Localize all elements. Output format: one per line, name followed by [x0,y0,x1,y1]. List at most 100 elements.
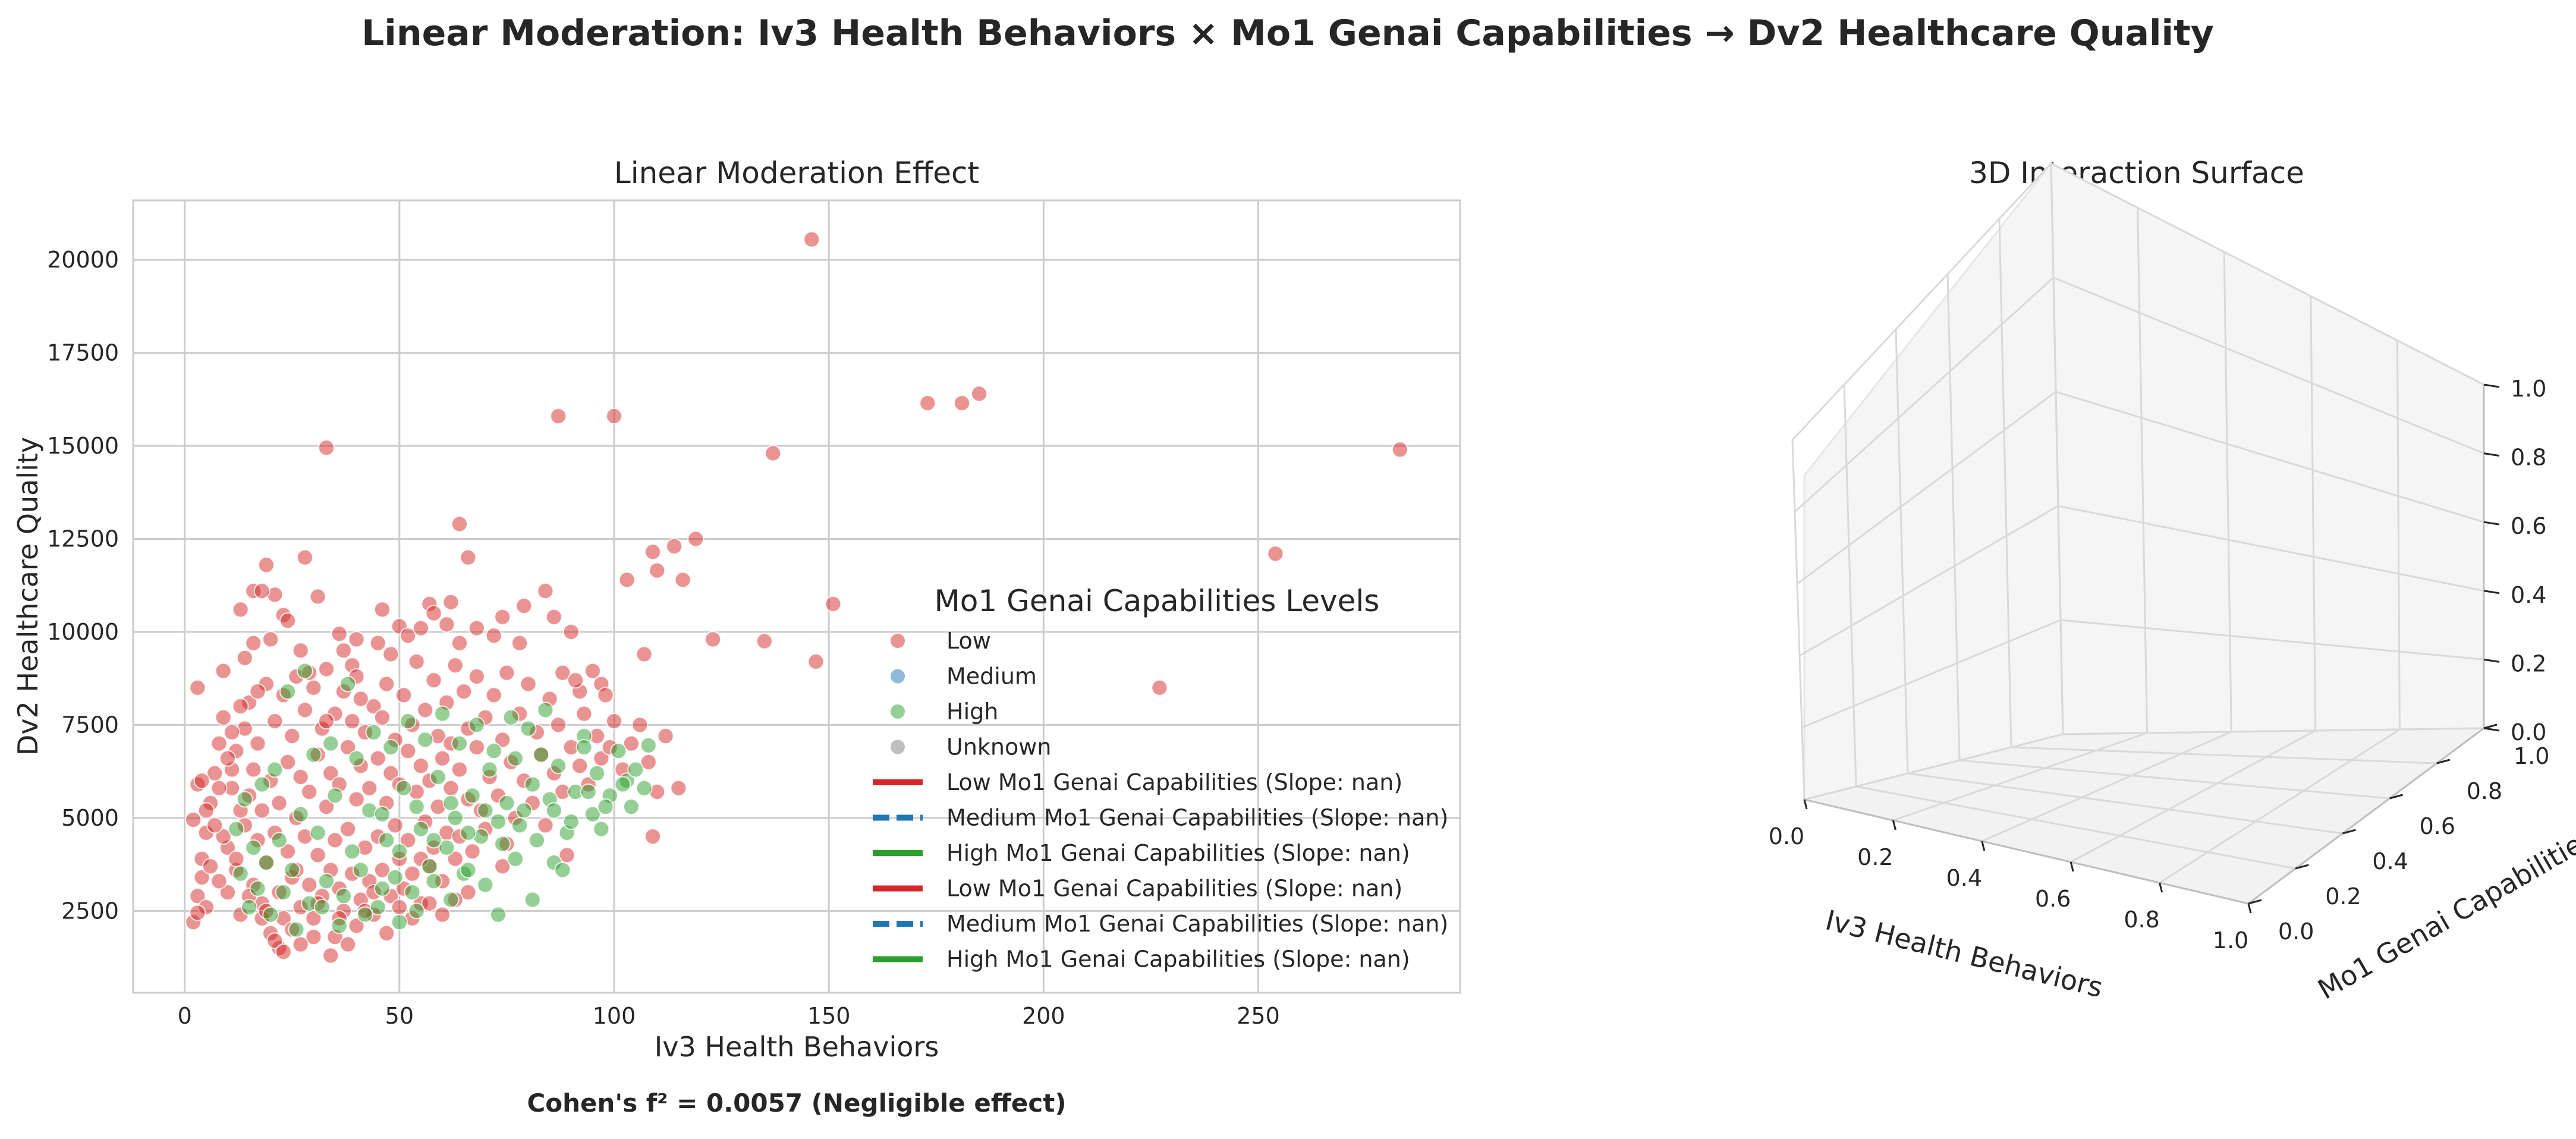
z-tick-label: 0.8 [2511,445,2546,471]
x-axis-line [1804,798,2249,905]
data-point [348,750,365,767]
data-point [271,832,288,849]
data-point [305,679,322,696]
data-point [545,608,562,625]
data-point [232,601,249,618]
data-point [597,687,614,704]
data-point [266,932,284,949]
data-point [313,899,331,916]
scatter-x-axis-label: Iv3 Health Behaviors [655,1031,939,1063]
data-point [257,854,275,871]
data-point [494,608,511,625]
data-point [919,395,936,412]
data-point [404,884,421,901]
data-point [537,817,554,834]
scatter-plot-area [132,199,1461,994]
data-point [562,813,580,830]
data-point [339,936,357,953]
wall-gridline [2137,207,2149,734]
data-point [446,657,464,674]
data-point [640,753,657,770]
interaction-surface-panel: 3D Interaction Surface 0.0 0.2 0.4 0.6 0.8 1.… [1769,156,2576,1006]
x-tick-label: 0.6 [2035,886,2071,912]
data-point [305,910,322,927]
z-tick-label: 0.0 [2511,719,2546,745]
data-point [266,713,284,730]
data-point [485,742,502,760]
data-point [468,716,485,734]
data-point [644,828,662,845]
data-point [348,791,365,808]
floor-gridline [2011,746,2437,764]
data-point [468,738,485,756]
wall-gridline [1895,329,1909,774]
data-point [537,701,554,719]
data-point [241,899,258,916]
data-point [301,784,318,801]
data-point [464,787,481,804]
data-point [464,843,481,860]
x-tick-label: 50 [385,1003,414,1029]
wall-gridline [1794,276,2055,513]
data-point [545,802,562,819]
data-point [357,906,374,923]
data-point [417,701,434,719]
z-tick-mark [2483,383,2500,388]
y-tick-label: 0.8 [2467,778,2502,804]
x-tick-mark [1803,799,1808,810]
data-point [524,776,541,793]
data-point [395,687,413,704]
wall-gridline [1801,619,2061,729]
data-point [292,642,309,659]
data-point [425,672,442,689]
data-point [507,750,524,767]
data-point [193,772,210,789]
x-tick-label: 150 [807,1003,851,1029]
x-tick-mark [1981,841,1986,851]
x-tick-label: 100 [593,1003,636,1029]
data-point [228,820,245,838]
data-point [189,888,206,905]
surface-3d-axes: 0.00.20.40.60.81.0 0.00.20.40.60.81.00.00… [1769,161,2549,954]
series-high [228,662,657,938]
data-point [339,820,357,838]
data-point [301,876,318,893]
data-point [249,880,266,897]
data-point [485,627,502,644]
data-point [494,835,511,852]
legend-label: Low Mo1 Genai Capabilities (Slope: nan) [946,876,1402,902]
data-point [494,858,511,875]
data-point [434,750,451,767]
surface-x-axis-label: Iv3 Health Behaviors [1822,904,2106,1003]
scatter-y-axis-label: Dv2 Healthcare Quality [12,437,44,756]
data-point [395,779,413,797]
data-point [468,668,485,685]
data-point [210,735,228,752]
data-point [292,806,309,823]
data-point [704,631,722,648]
data-point [589,764,606,782]
data-point [460,549,477,566]
data-point [373,806,391,823]
data-point [515,597,533,615]
data-point [622,735,640,752]
data-point [404,865,421,882]
data-point [228,850,245,867]
data-point [322,764,339,782]
data-point [189,679,206,696]
data-point [408,798,425,816]
data-point [382,646,400,663]
data-point [400,832,417,849]
data-point [417,731,434,748]
legend-entry: Medium [889,663,1037,690]
data-point [232,865,249,882]
data-point [400,627,417,644]
data-point [631,716,649,734]
z-tick-label: 0.4 [2511,582,2546,608]
data-point [219,750,236,767]
data-point [644,543,662,561]
data-point [215,828,232,845]
data-point [284,728,301,745]
data-point [352,861,369,879]
data-point [970,385,987,402]
